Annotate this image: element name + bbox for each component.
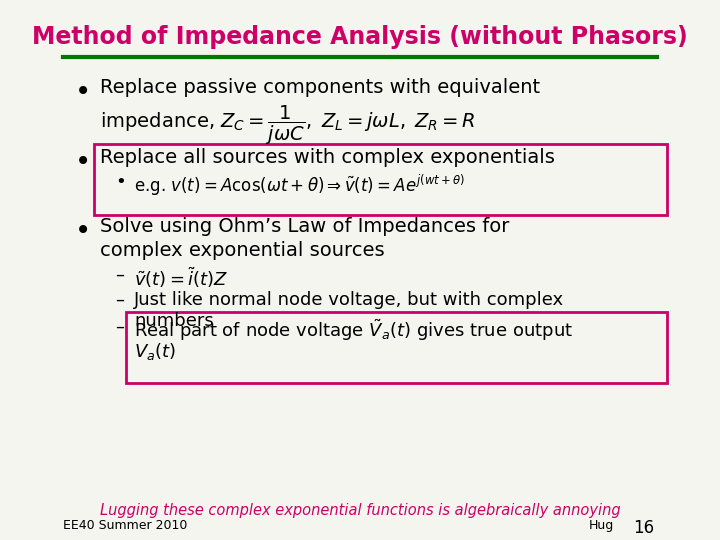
Text: •: • [75, 148, 91, 176]
Text: EE40 Summer 2010: EE40 Summer 2010 [63, 518, 187, 531]
Text: –: – [115, 291, 125, 309]
Text: impedance, $Z_C = \dfrac{1}{j\omega C},\; Z_L = j\omega L,\; Z_R = R$: impedance, $Z_C = \dfrac{1}{j\omega C},\… [100, 104, 475, 147]
Text: $\tilde{v}(t) = \tilde{i}(t)Z$: $\tilde{v}(t) = \tilde{i}(t)Z$ [134, 266, 228, 291]
Text: •: • [75, 217, 91, 245]
Text: e.g. $v(t) = A\cos(\omega t + \theta) \Rightarrow \tilde{v}(t) = Ae^{j(wt+\theta: e.g. $v(t) = A\cos(\omega t + \theta) \R… [134, 173, 465, 198]
Text: –: – [115, 318, 125, 335]
Text: Replace all sources with complex exponentials: Replace all sources with complex exponen… [100, 148, 554, 167]
Text: –: – [115, 266, 125, 284]
Text: Method of Impedance Analysis (without Phasors): Method of Impedance Analysis (without Ph… [32, 25, 688, 49]
Text: Replace passive components with equivalent: Replace passive components with equivale… [100, 78, 540, 97]
Text: •: • [115, 173, 126, 191]
Text: Lugging these complex exponential functions is algebraically annoying: Lugging these complex exponential functi… [99, 503, 621, 518]
Text: numbers: numbers [134, 312, 214, 330]
Text: Real part of node voltage $\tilde{V}_a(t)$ gives true output: Real part of node voltage $\tilde{V}_a(t… [134, 318, 573, 343]
Text: Just like normal node voltage, but with complex: Just like normal node voltage, but with … [134, 291, 564, 309]
Text: Hug: Hug [589, 518, 614, 531]
Text: Solve using Ohm’s Law of Impedances for: Solve using Ohm’s Law of Impedances for [100, 217, 509, 237]
Text: •: • [75, 78, 91, 106]
Text: 16: 16 [633, 518, 654, 537]
Text: complex exponential sources: complex exponential sources [100, 241, 384, 260]
Text: $V_a(t)$: $V_a(t)$ [134, 341, 176, 362]
